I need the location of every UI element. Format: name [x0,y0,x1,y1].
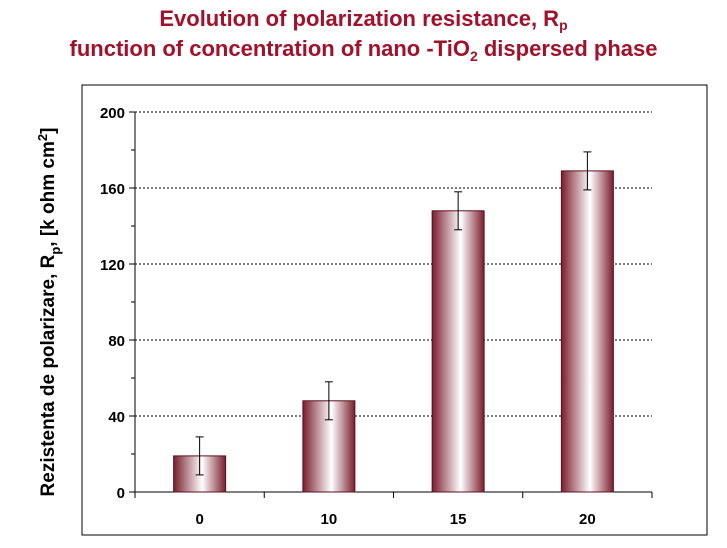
x-tick-label: 0 [195,511,203,528]
y-tick-label: 160 [100,181,125,198]
bar [560,170,614,493]
bars [173,151,614,493]
bar [431,210,485,493]
y-axis-label-sub: p [48,247,63,255]
y-tick-label: 40 [108,409,125,426]
x-tick-label: 10 [321,511,338,528]
y-axis-label-sup: 2 [35,134,50,141]
chart-title: Evolution of polarization resistance, Rp… [0,4,727,66]
chart-title-line2: function of concentration of nano -TiO2 … [69,36,658,64]
y-axis-label-part2: , [k ohm cm [38,141,59,247]
y-tick-label: 80 [108,333,125,350]
y-axis-label: Rezistenta de polarizare, Rp, [k ohm cm2… [35,128,63,497]
y-tick-label: 200 [100,105,125,122]
x-tick-label: 15 [450,511,467,528]
chart-frame [81,84,708,536]
x-axis: 0 10 15 20 [134,491,653,528]
y-tick-label: 0 [117,485,125,502]
y-tick-label: 120 [100,257,125,274]
y-axis-label-part1: Rezistenta de polarizare, R [38,254,59,496]
x-tick-label: 20 [579,511,596,528]
y-axis: 0 40 80 120 160 200 [100,105,136,502]
chart-title-line1: Evolution of polarization resistance, Rp [159,6,568,33]
y-axis-label-part3: ] [38,128,59,134]
